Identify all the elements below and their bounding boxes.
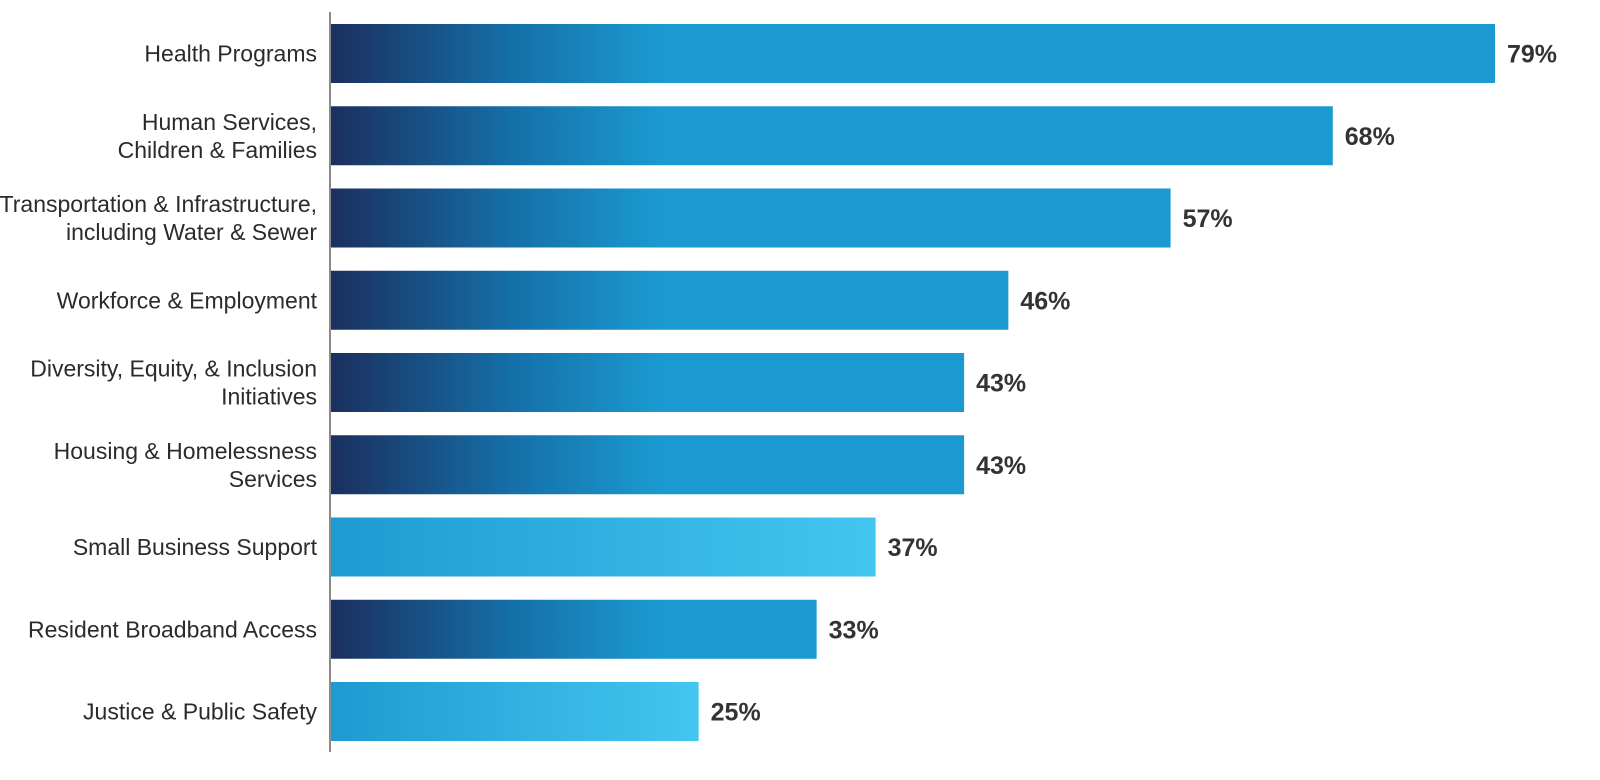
value-label: 57%: [1183, 205, 1233, 233]
category-label: Initiatives: [221, 384, 317, 410]
category-label: Health Programs: [144, 41, 317, 67]
value-label: 25%: [711, 699, 761, 727]
value-label: 79%: [1507, 41, 1557, 69]
bar: [330, 517, 876, 577]
bar: [330, 270, 1009, 330]
bars-layer: [330, 24, 1495, 741]
value-label: 33%: [829, 616, 879, 644]
value-labels: 79% 68% 57% 46% 43% 43% 37% 33% 25%: [711, 41, 1557, 727]
value-label: 68%: [1345, 123, 1395, 151]
value-label: 46%: [1020, 287, 1070, 315]
value-label: 43%: [976, 452, 1026, 480]
category-label: Transportation & Infrastructure,: [0, 191, 317, 217]
bar: [330, 353, 965, 412]
value-label: 43%: [976, 370, 1026, 398]
category-label: Housing & Homelessness: [54, 438, 317, 464]
category-label: Workforce & Employment: [57, 287, 318, 313]
category-labels: Health Programs Human Services,Children &…: [0, 41, 318, 725]
category-label: Justice & Public Safety: [83, 699, 317, 725]
bar: [330, 682, 699, 741]
bar: [330, 435, 965, 495]
bar: [330, 106, 1333, 166]
value-label: 37%: [888, 534, 938, 562]
category-label: Human Services,: [142, 109, 317, 135]
category-label: Services: [229, 466, 317, 492]
bar: [330, 24, 1495, 83]
bar: [330, 188, 1171, 248]
bar: [330, 599, 817, 659]
category-label: Resident Broadband Access: [28, 616, 317, 642]
category-label: including Water & Sewer: [66, 219, 317, 245]
category-label: Children & Families: [118, 137, 317, 163]
category-label: Small Business Support: [73, 534, 318, 560]
category-label: Diversity, Equity, & Inclusion: [30, 356, 317, 382]
